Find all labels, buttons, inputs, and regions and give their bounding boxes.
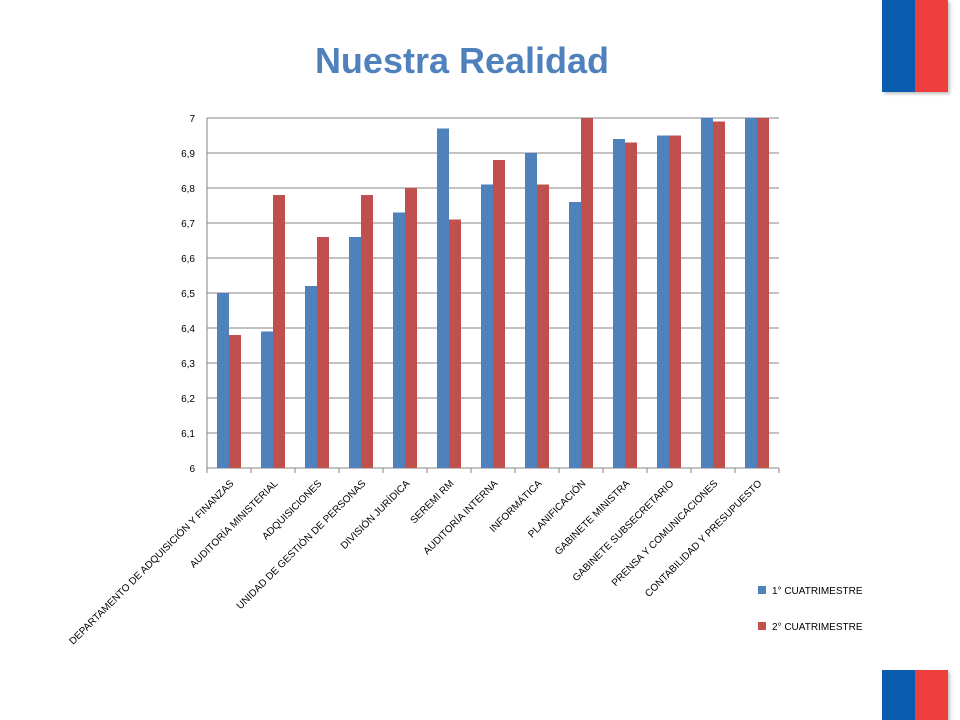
bar-series1 bbox=[261, 331, 273, 468]
flag-red-stripe bbox=[915, 0, 948, 92]
bar-series1 bbox=[305, 286, 317, 468]
bar-series2 bbox=[669, 135, 681, 468]
category-label: DEPARTAMENTO DE ADQUISICIÓN Y FINANZAS bbox=[66, 477, 237, 648]
legend-swatch bbox=[758, 586, 766, 594]
y-tick-label: 6,7 bbox=[181, 219, 195, 230]
bar-series1 bbox=[481, 184, 493, 468]
bar-series2 bbox=[273, 195, 285, 468]
legend-label: 2° CUATRIMESTRE bbox=[772, 622, 863, 633]
bar-series2 bbox=[229, 335, 241, 468]
flag-red-stripe bbox=[915, 670, 948, 720]
bar-series1 bbox=[701, 118, 713, 468]
chile-flag-top-decoration bbox=[882, 0, 948, 92]
flag-blue-stripe bbox=[882, 0, 915, 92]
y-tick-label: 6,6 bbox=[181, 254, 195, 265]
y-tick-label: 6,2 bbox=[181, 394, 195, 405]
y-tick-label: 6 bbox=[189, 464, 195, 475]
bar-series1 bbox=[657, 135, 669, 468]
bar-series1 bbox=[525, 153, 537, 468]
page-title: Nuestra Realidad bbox=[314, 40, 610, 81]
bar-series2 bbox=[625, 142, 637, 468]
bar-series2 bbox=[713, 121, 725, 468]
legend-label: 1° CUATRIMESTRE bbox=[772, 586, 863, 597]
chile-flag-bottom-decoration bbox=[882, 670, 948, 720]
bar-series2 bbox=[317, 237, 329, 468]
y-tick-label: 7 bbox=[189, 114, 195, 125]
y-tick-label: 6,3 bbox=[181, 359, 195, 370]
bar-series1 bbox=[393, 212, 405, 468]
bar-series1 bbox=[569, 202, 581, 468]
bar-series2 bbox=[405, 188, 417, 468]
category-label: AUDITORÍA MINISTERIAL bbox=[187, 477, 281, 571]
legend-swatch bbox=[758, 622, 766, 630]
y-tick-label: 6,5 bbox=[181, 289, 195, 300]
y-tick-label: 6,4 bbox=[181, 324, 195, 335]
bar-series1 bbox=[349, 237, 361, 468]
y-tick-label: 6,8 bbox=[181, 184, 195, 195]
bar-series2 bbox=[581, 118, 593, 468]
flag-blue-stripe bbox=[882, 670, 915, 720]
bar-series1 bbox=[613, 139, 625, 468]
category-label: SEREMI RM bbox=[409, 478, 457, 526]
bar-series2 bbox=[361, 195, 373, 468]
bar-series2 bbox=[757, 118, 769, 468]
bar-series2 bbox=[449, 219, 461, 468]
bar-series1 bbox=[745, 118, 757, 468]
category-label: GABINETE MINISTRA bbox=[553, 478, 633, 558]
bar-series2 bbox=[493, 160, 505, 468]
y-tick-label: 6,1 bbox=[181, 429, 195, 440]
category-label: AUDITORÍA INTERNA bbox=[420, 477, 500, 557]
category-label: DIVISIÓN JURÍDICA bbox=[338, 477, 413, 552]
bar-series1 bbox=[437, 128, 449, 468]
bar-series2 bbox=[537, 184, 549, 468]
y-tick-label: 6,9 bbox=[181, 149, 195, 160]
bar-series1 bbox=[217, 293, 229, 468]
